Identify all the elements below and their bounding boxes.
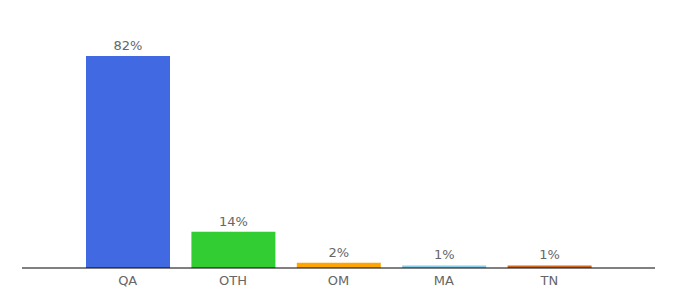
svg-text:OM: OM	[328, 273, 349, 288]
svg-text:1%: 1%	[434, 247, 455, 262]
svg-text:MA: MA	[434, 273, 454, 288]
svg-text:OTH: OTH	[219, 273, 247, 288]
svg-text:TN: TN	[539, 273, 558, 288]
svg-text:2%: 2%	[328, 245, 349, 260]
svg-text:14%: 14%	[219, 214, 248, 229]
svg-text:1%: 1%	[539, 247, 560, 262]
svg-text:QA: QA	[118, 273, 137, 288]
svg-text:82%: 82%	[114, 38, 143, 53]
